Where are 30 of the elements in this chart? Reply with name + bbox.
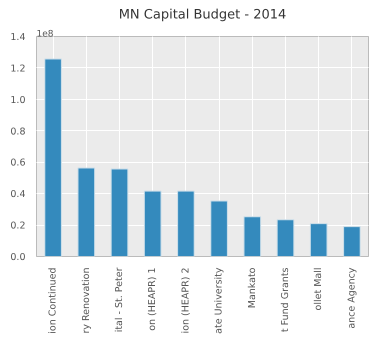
bar [110,168,128,256]
y-tick-label: 1.0 [10,94,26,106]
bar [210,200,228,256]
y-tick-label: 1.2 [10,63,26,74]
bar [244,216,262,256]
annotation: 1e8 [36,30,54,40]
bar [78,168,96,256]
bar [177,190,195,256]
x-tick-label: ance Agency [346,267,358,329]
x-tick-label: ate University [214,267,225,334]
chart-title: MN Capital Budget - 2014 [118,8,286,22]
x-tick-label: t Fund Grants [280,267,291,332]
bar [343,226,361,256]
y-tick-label: 0.6 [10,158,26,169]
y-tick-label: 1.4 [10,32,26,43]
bar [310,223,328,256]
x-tick-label: ry Renovation [80,267,92,334]
y-tick-label: 0.8 [10,126,26,138]
x-tick-label: on (HEAPR) 1 [147,267,158,331]
bar [144,190,162,256]
y-tick-label: 0.4 [10,189,26,200]
x-tick-label: ital - St. Peter [114,267,125,332]
x-tick-label: Mankato [246,267,258,308]
x-tick-label: ion Continued [48,267,59,334]
x-tick-label: ion (HEAPR) 2 [180,267,192,334]
x-tick-label: ollet Mall [313,267,324,310]
bar [276,219,294,256]
bar [44,58,62,256]
y-tick-label: 0.2 [10,220,26,232]
y-tick-label: 0.0 [10,252,26,263]
